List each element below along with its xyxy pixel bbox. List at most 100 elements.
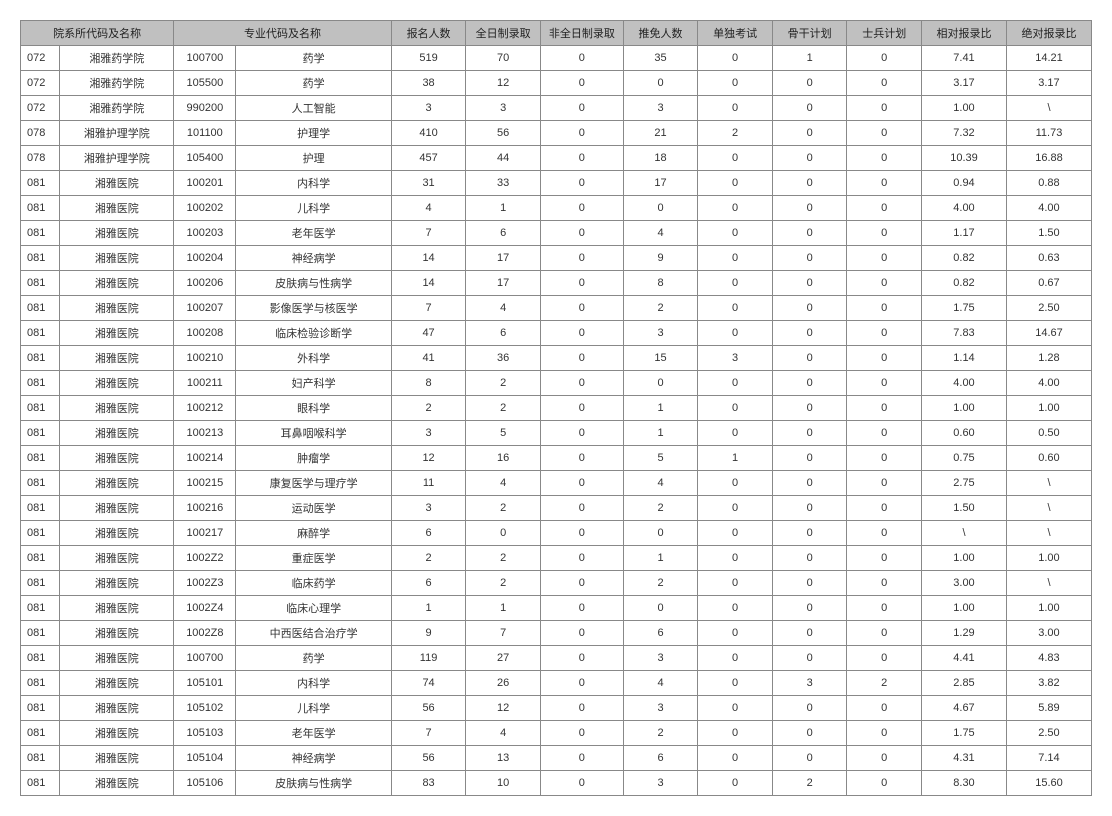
cell: 湘雅医院 (60, 721, 174, 746)
cell: 14.21 (1006, 46, 1091, 71)
cell: 0.50 (1006, 421, 1091, 446)
cell: 0.67 (1006, 271, 1091, 296)
cell: 1 (623, 546, 698, 571)
cell: 湘雅医院 (60, 521, 174, 546)
cell: 2.50 (1006, 721, 1091, 746)
cell: 2 (623, 496, 698, 521)
cell: 081 (21, 196, 60, 221)
table-row: 072湘雅药学院100700药学519700350107.4114.21 (21, 46, 1092, 71)
cell: 0 (540, 571, 623, 596)
cell: 078 (21, 121, 60, 146)
cell: 0 (847, 446, 922, 471)
cell: 105101 (174, 671, 236, 696)
cell: 081 (21, 371, 60, 396)
cell: 0 (698, 721, 773, 746)
cell: 081 (21, 496, 60, 521)
cell: 0 (847, 646, 922, 671)
cell: 肿瘤学 (236, 446, 391, 471)
cell: 105400 (174, 146, 236, 171)
cell: 16 (466, 446, 541, 471)
cell: 0 (698, 596, 773, 621)
cell: 100210 (174, 346, 236, 371)
cell: 83 (391, 771, 466, 796)
cell: 2 (391, 396, 466, 421)
cell: 38 (391, 71, 466, 96)
cell: 0 (847, 571, 922, 596)
cell: 410 (391, 121, 466, 146)
cell: 4.31 (922, 746, 1007, 771)
cell: \ (1006, 496, 1091, 521)
cell: 10 (466, 771, 541, 796)
cell: 0 (772, 696, 847, 721)
cell: 3.00 (922, 571, 1007, 596)
cell: 6 (466, 221, 541, 246)
cell: 0 (540, 121, 623, 146)
table-row: 081湘雅医院105103老年医学74020001.752.50 (21, 721, 1092, 746)
cell: 2 (847, 671, 922, 696)
cell: 0 (847, 221, 922, 246)
cell: 0 (772, 146, 847, 171)
cell: 湘雅药学院 (60, 71, 174, 96)
cell: 2 (623, 721, 698, 746)
cell: 0 (847, 496, 922, 521)
cell: 中西医结合治疗学 (236, 621, 391, 646)
cell: 081 (21, 171, 60, 196)
cell: 2 (698, 121, 773, 146)
cell: 1.75 (922, 296, 1007, 321)
cell: 0 (540, 696, 623, 721)
cell: 0 (540, 196, 623, 221)
cell: 湘雅医院 (60, 646, 174, 671)
table-row: 072湘雅药学院990200人工智能33030001.00\ (21, 96, 1092, 121)
cell: 湘雅医院 (60, 571, 174, 596)
cell: 0 (698, 696, 773, 721)
cell: 3.17 (922, 71, 1007, 96)
cell: 湘雅医院 (60, 596, 174, 621)
col-dept: 院系所代码及名称 (21, 21, 174, 46)
cell: 0 (847, 396, 922, 421)
cell: 0 (698, 71, 773, 96)
cell: 1.50 (922, 496, 1007, 521)
cell: 0 (698, 321, 773, 346)
cell: 4 (623, 221, 698, 246)
cell: 儿科学 (236, 696, 391, 721)
cell: 0 (772, 746, 847, 771)
cell: 0 (698, 521, 773, 546)
cell: 8.30 (922, 771, 1007, 796)
col-sep-exam: 单独考试 (698, 21, 773, 46)
cell: 6 (391, 571, 466, 596)
cell: 护理学 (236, 121, 391, 146)
cell: 0 (772, 71, 847, 96)
cell: 0 (698, 496, 773, 521)
table-body: 072湘雅药学院100700药学519700350107.4114.21072湘… (21, 46, 1092, 796)
cell: 湘雅医院 (60, 696, 174, 721)
cell: \ (1006, 521, 1091, 546)
cell: 湘雅医院 (60, 671, 174, 696)
cell: 0.82 (922, 246, 1007, 271)
cell: 0 (772, 96, 847, 121)
cell: 湘雅医院 (60, 546, 174, 571)
cell: 1 (698, 446, 773, 471)
cell: 0 (540, 496, 623, 521)
admission-stats-table: 院系所代码及名称 专业代码及名称 报名人数 全日制录取 非全日制录取 推免人数 … (20, 20, 1092, 796)
cell: 3 (391, 96, 466, 121)
cell: 药学 (236, 71, 391, 96)
cell: 1.00 (1006, 546, 1091, 571)
cell: 0 (772, 346, 847, 371)
cell: 14 (391, 271, 466, 296)
cell: 081 (21, 696, 60, 721)
cell: 14.67 (1006, 321, 1091, 346)
table-row: 081湘雅医院100208临床检验诊断学476030007.8314.67 (21, 321, 1092, 346)
cell: 081 (21, 721, 60, 746)
cell: 5 (466, 421, 541, 446)
cell: 7.41 (922, 46, 1007, 71)
cell: 0 (772, 246, 847, 271)
cell: 湘雅医院 (60, 621, 174, 646)
cell: 100216 (174, 496, 236, 521)
cell: 0 (847, 696, 922, 721)
col-soldier: 士兵计划 (847, 21, 922, 46)
cell: 100202 (174, 196, 236, 221)
col-backbone: 骨干计划 (772, 21, 847, 46)
cell: 081 (21, 296, 60, 321)
cell: 0 (772, 721, 847, 746)
cell: 妇产科学 (236, 371, 391, 396)
